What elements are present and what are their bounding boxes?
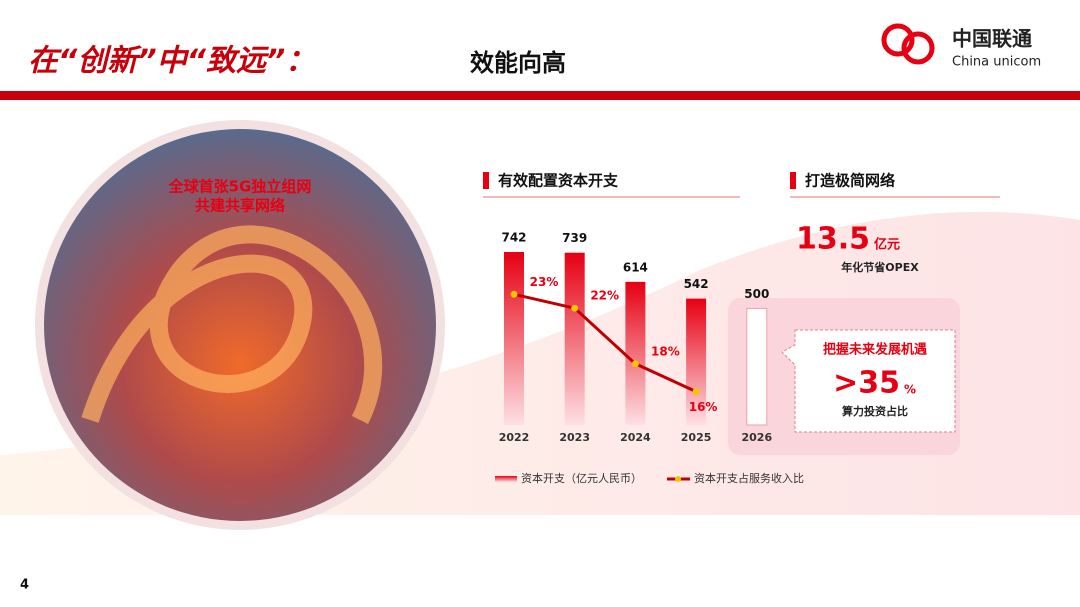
line-label: 18% <box>651 344 680 358</box>
legend-label: 资本开支占服务收入比 <box>694 471 804 485</box>
bar-label: 614 <box>623 260 648 274</box>
x-tick-label: 2024 <box>620 431 651 444</box>
x-tick-label: 2022 <box>499 431 530 444</box>
logo: 中国联通 China unicom <box>881 23 1041 70</box>
page-number: 4 <box>20 578 29 593</box>
stat-number: 13.5 <box>796 222 870 257</box>
bar-label: 542 <box>684 277 709 291</box>
photo-text: 共建共享网络 <box>195 197 285 215</box>
callout-box <box>781 329 956 433</box>
x-tick-label: 2025 <box>681 431 712 444</box>
line-label: 16% <box>689 400 718 414</box>
logo-en: China unicom <box>952 55 1041 70</box>
callout-title: 把握未来发展机遇 <box>823 342 927 358</box>
line-point <box>571 304 579 312</box>
section-marker <box>790 172 796 189</box>
section-marker <box>483 172 489 189</box>
stat-unit: 亿元 <box>874 237 900 253</box>
line-point <box>692 388 700 396</box>
callout-number: >35 <box>833 366 900 401</box>
section-title: 有效配置资本开支 <box>498 172 619 190</box>
photo <box>44 129 436 521</box>
x-tick-label: 2026 <box>741 431 772 444</box>
bar <box>504 252 524 425</box>
stat-caption: 年化节省OPEX <box>841 260 919 274</box>
legend-label: 资本开支（亿元人民币） <box>521 471 642 485</box>
bar-label: 742 <box>501 231 526 245</box>
line-point <box>631 360 639 368</box>
logo-mark <box>881 23 915 57</box>
photo-text: 全球首张5G独立组网 <box>168 178 312 196</box>
section-title: 打造极简网络 <box>805 172 895 190</box>
bar <box>625 281 646 425</box>
bar <box>686 298 707 425</box>
line <box>513 292 697 393</box>
photo-roads <box>81 225 383 425</box>
title: 在“创新”中“致远”： <box>28 44 315 79</box>
callout-unit: % <box>904 383 916 397</box>
bar-label: 739 <box>562 231 587 245</box>
logo-mark <box>901 31 935 65</box>
x-tick-label: 2023 <box>559 431 590 444</box>
legend-swatch <box>675 476 681 482</box>
bar <box>564 252 585 425</box>
line-label: 23% <box>530 275 559 289</box>
title-rule <box>0 91 1080 100</box>
line-point <box>510 290 518 298</box>
callout-caption: 算力投资占比 <box>841 404 908 418</box>
legend-swatch <box>495 476 517 482</box>
line-label: 22% <box>590 289 619 303</box>
title-sub: 效能向高 <box>470 49 566 77</box>
logo-cn: 中国联通 <box>952 27 1032 51</box>
bar-label: 500 <box>744 287 769 301</box>
bar <box>746 307 768 426</box>
